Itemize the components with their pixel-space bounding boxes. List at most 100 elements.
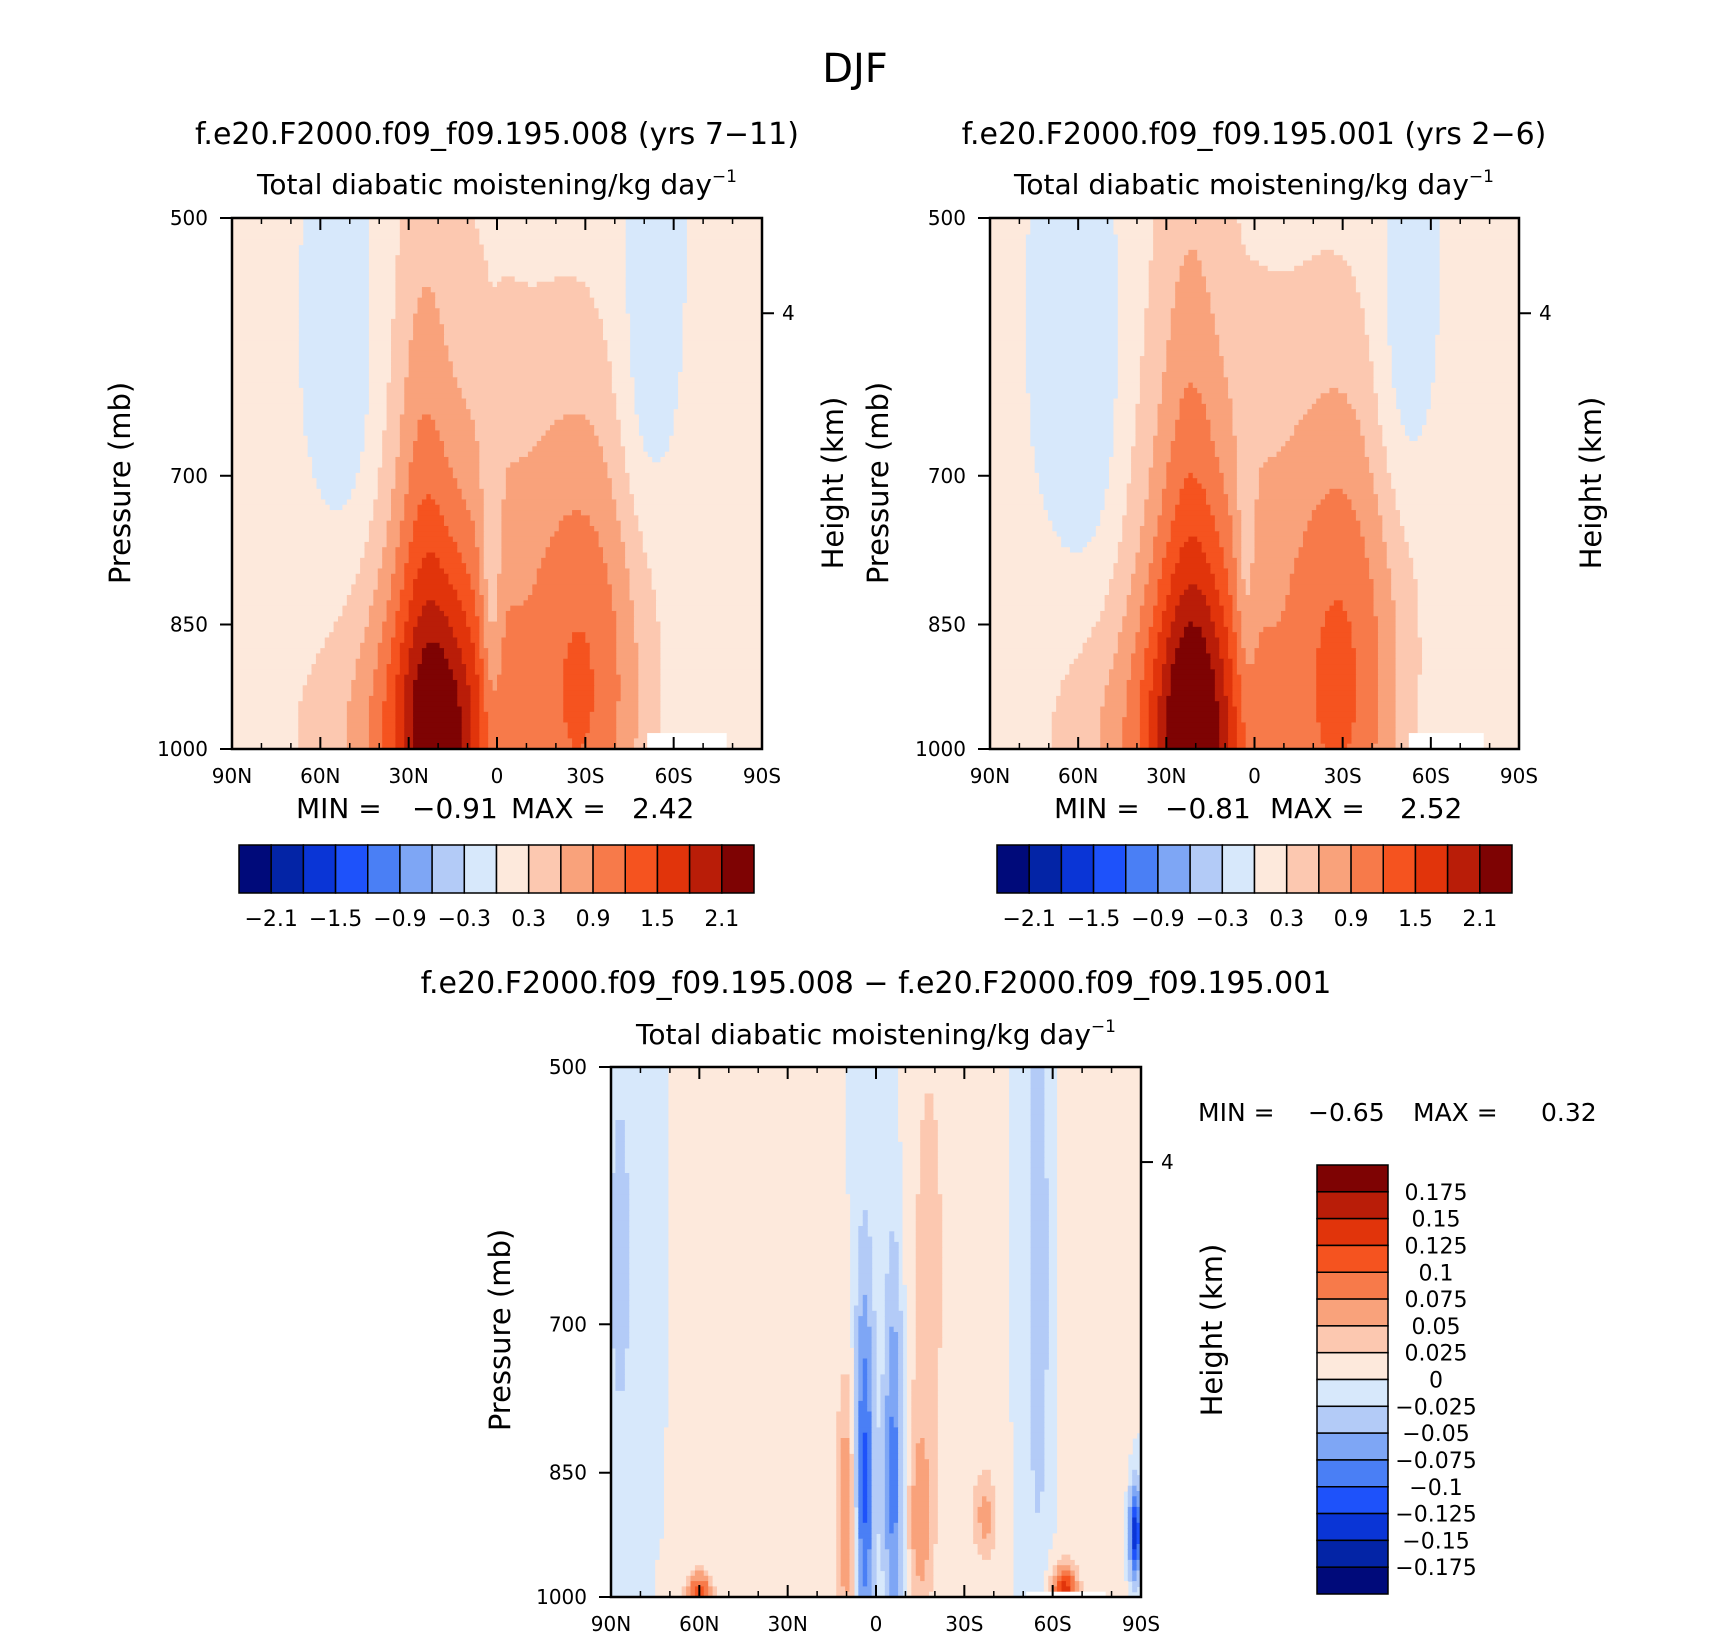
contour-cell [1430,398,1520,405]
contour-cell [523,600,613,607]
contour-cell [413,685,458,692]
contour-cell [884,1416,890,1423]
contour-cell [611,1241,630,1248]
contour-cell [1139,356,1167,362]
contour-cell [1391,573,1414,580]
contour-cell [1219,653,1229,660]
contour-cell [664,1432,837,1439]
contour-cell [990,488,1040,495]
contour-cell [1228,382,1375,389]
contour-cell [1422,648,1520,655]
contour-cell [942,1294,1010,1301]
contour-cell [942,1300,1010,1307]
contour-cell [1057,1395,1142,1402]
contour-cell [867,1406,873,1413]
contour-cell [933,1104,1010,1110]
contour-cell [232,595,348,601]
contour-cell [373,510,392,516]
contour-cell [399,425,419,431]
contour-cell [686,1581,692,1587]
contour-cell [1214,674,1225,681]
contour-cell [1170,674,1216,681]
contour-cell [867,1469,873,1476]
contour-cell [1206,642,1220,649]
contour-cell [479,632,485,639]
contour-cell [906,1570,912,1577]
contour-cell [589,292,626,299]
contour-cell [413,706,463,713]
contour-cell [1311,510,1357,516]
panel-right-stats: MIN = −0.81 MAX = 2.52 [1054,792,1462,825]
contour-cell [990,255,1026,262]
contour-cell [898,1109,926,1116]
contour-cell [929,1491,939,1497]
contour-cell [377,579,392,585]
contour-cell [990,605,1106,612]
contour-cell [532,589,613,596]
contour-cell [404,706,414,713]
contour-cell [686,292,763,299]
contour-cell [915,1226,943,1232]
contour-cell [563,664,591,670]
contour-cell [920,1125,939,1132]
contour-cell [1113,409,1137,416]
contour-cell [889,1247,899,1254]
contour-cell [461,605,476,612]
contour-cell [417,297,436,304]
contour-cell [607,467,626,474]
contour-cell [668,1210,851,1216]
contour-cell [929,1591,1014,1598]
contour-cell [858,1453,864,1460]
contour-cell [536,281,586,288]
contour-cell [368,701,383,708]
contour-cell [417,664,450,670]
contour-cell [615,1141,625,1148]
contour-cell [1351,403,1379,410]
contour-cell [1351,637,1379,644]
contour-cell [840,1559,851,1566]
contour-cell [1254,536,1304,543]
contour-cell [413,589,458,596]
contour-cell [867,1554,873,1561]
contour-cell [995,1517,1014,1524]
contour-cell [470,738,480,745]
contour-cell [594,669,617,676]
contour-cell [858,1427,873,1434]
contour-cell [656,589,763,596]
contour-cell [611,1252,630,1259]
contour-cell [889,1427,899,1434]
contour-cell [915,1565,926,1572]
contour-cell [1057,1109,1142,1116]
contour-cell [1214,451,1238,458]
contour-cell [413,711,463,718]
contour-cell [1236,441,1286,447]
contour-cell [1258,472,1375,479]
contour-cell [483,515,503,522]
contour-cell [1417,717,1520,724]
contour-cell [1347,398,1379,405]
contour-cell [1148,260,1185,267]
contour-cell [616,658,639,665]
contour-cell [1377,690,1397,697]
contour-cell [395,302,419,309]
contour-cell [1170,632,1185,639]
contour-cell [386,600,401,607]
contour-cell [1109,456,1132,463]
contour-cell [629,488,763,495]
colorbar-box [238,844,272,894]
contour-cell [902,1268,917,1275]
contour-cell [1241,525,1256,532]
contour-cell [942,1284,1010,1291]
contour-cell [368,531,388,538]
contour-cell [1161,504,1176,511]
contour-cell [232,685,304,692]
contour-cell [1232,679,1242,686]
contour-cell [439,313,600,320]
contour-cell [1148,276,1181,283]
contour-cell [1170,685,1216,692]
contour-cell [1139,743,1150,750]
contour-cell [1139,685,1154,692]
contour-cell [364,430,383,437]
contour-cell [1236,499,1256,506]
contour-cell [1030,1332,1049,1338]
